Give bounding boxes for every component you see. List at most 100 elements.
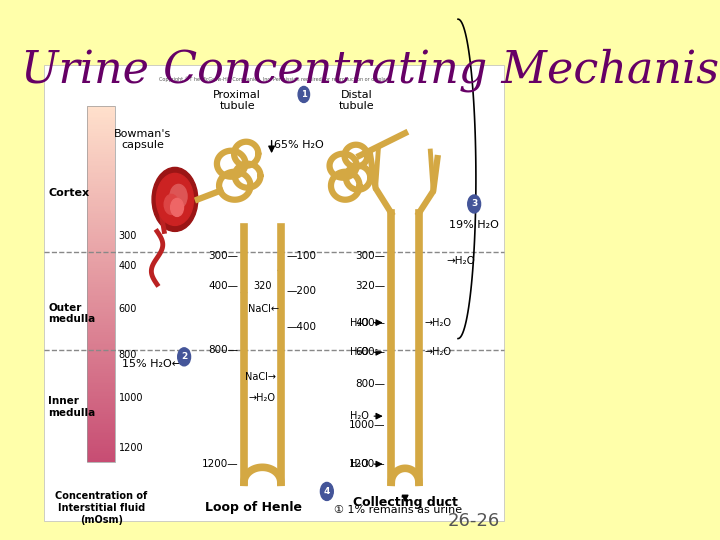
Bar: [87, 373, 115, 375]
Bar: [87, 106, 115, 462]
Bar: [87, 362, 115, 364]
Circle shape: [320, 482, 333, 501]
Bar: [87, 282, 115, 284]
Bar: [87, 165, 115, 166]
Bar: [87, 132, 115, 134]
Bar: [87, 364, 115, 366]
Text: 800—: 800—: [208, 345, 238, 355]
Bar: [87, 218, 115, 220]
Text: Proximal
tubule: Proximal tubule: [213, 90, 261, 111]
Bar: [87, 405, 115, 407]
Bar: [87, 204, 115, 206]
Bar: [87, 382, 115, 383]
Bar: [87, 268, 115, 269]
Bar: [87, 129, 115, 131]
Bar: [87, 107, 115, 110]
Bar: [87, 262, 115, 264]
Bar: [87, 127, 115, 129]
Bar: [87, 312, 115, 314]
Bar: [87, 300, 115, 302]
Bar: [87, 111, 115, 113]
Circle shape: [171, 198, 184, 217]
Bar: [87, 353, 115, 355]
Bar: [87, 191, 115, 193]
Bar: [87, 145, 115, 147]
Text: →H₂O: →H₂O: [425, 347, 451, 357]
Bar: [87, 407, 115, 408]
Bar: [87, 238, 115, 239]
Bar: [87, 248, 115, 250]
Bar: [87, 170, 115, 172]
Bar: [87, 423, 115, 424]
Bar: [87, 346, 115, 348]
Bar: [87, 352, 115, 353]
Bar: [87, 410, 115, 412]
Bar: [87, 444, 115, 446]
Bar: [87, 341, 115, 342]
Bar: [87, 383, 115, 385]
Bar: [87, 350, 115, 352]
Text: Concentration of
Interstitial fluid
(mOsm): Concentration of Interstitial fluid (mOs…: [55, 491, 148, 525]
Bar: [87, 400, 115, 401]
Bar: [87, 294, 115, 296]
Bar: [87, 375, 115, 376]
Bar: [87, 359, 115, 360]
Bar: [87, 455, 115, 456]
Bar: [87, 180, 115, 183]
Bar: [87, 150, 115, 152]
Bar: [87, 421, 115, 423]
Text: 300—: 300—: [356, 252, 386, 261]
Bar: [87, 320, 115, 321]
Bar: [87, 417, 115, 419]
Bar: [87, 252, 115, 254]
Bar: [87, 398, 115, 400]
Bar: [87, 148, 115, 150]
Text: 320—: 320—: [356, 281, 386, 291]
Bar: [87, 131, 115, 132]
Bar: [87, 184, 115, 186]
Text: 1000: 1000: [119, 393, 143, 403]
Bar: [87, 367, 115, 369]
Bar: [87, 228, 115, 231]
Bar: [87, 158, 115, 159]
Bar: [87, 200, 115, 202]
Bar: [87, 449, 115, 451]
Bar: [87, 360, 115, 362]
Bar: [87, 225, 115, 227]
Text: Copyright ©T he McGraw-Hill Companies, Inc. Permission required for reproduction: Copyright ©T he McGraw-Hill Companies, I…: [158, 76, 389, 82]
Text: →H₂O: →H₂O: [249, 393, 276, 403]
Bar: [87, 435, 115, 437]
Bar: [87, 272, 115, 273]
Bar: [87, 390, 115, 393]
Text: 1200: 1200: [119, 443, 143, 453]
Text: H₂O: H₂O: [350, 318, 369, 328]
Bar: [87, 393, 115, 394]
Text: 1: 1: [301, 90, 307, 99]
Text: H₂O: H₂O: [350, 411, 369, 421]
Text: 400—: 400—: [356, 318, 386, 328]
Text: Loop of Henle: Loop of Henle: [204, 501, 302, 514]
Circle shape: [468, 195, 480, 213]
Bar: [87, 177, 115, 179]
Bar: [87, 293, 115, 294]
Bar: [87, 426, 115, 428]
Bar: [87, 241, 115, 243]
Bar: [87, 415, 115, 417]
Text: 15% H₂O←: 15% H₂O←: [122, 359, 181, 369]
Bar: [87, 371, 115, 373]
Bar: [87, 321, 115, 323]
Bar: [87, 156, 115, 158]
Bar: [87, 327, 115, 328]
Bar: [87, 280, 115, 282]
Bar: [87, 339, 115, 341]
Text: 26-26: 26-26: [448, 512, 500, 530]
Bar: [87, 428, 115, 430]
Text: Outer
medulla: Outer medulla: [48, 303, 96, 325]
Bar: [87, 438, 115, 441]
Bar: [87, 369, 115, 371]
Bar: [87, 234, 115, 236]
Bar: [87, 198, 115, 200]
Circle shape: [164, 194, 179, 214]
Bar: [87, 122, 115, 124]
Bar: [87, 254, 115, 255]
